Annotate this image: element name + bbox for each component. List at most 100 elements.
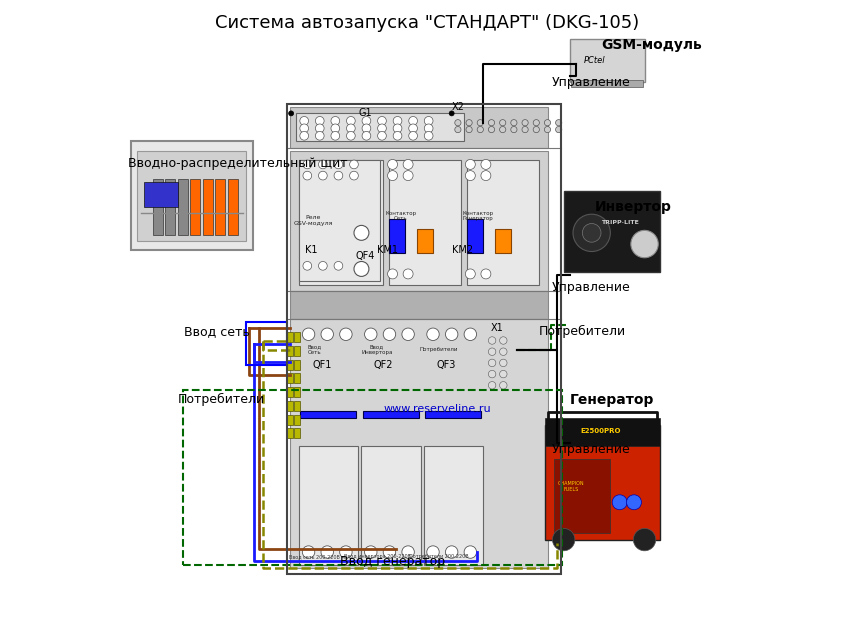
Text: QF3: QF3 (436, 361, 456, 371)
Text: Ввод
Инвертора: Ввод Инвертора (361, 344, 393, 355)
Circle shape (511, 126, 517, 132)
Text: QF1: QF1 (313, 361, 333, 371)
Bar (178, 179, 188, 235)
Circle shape (545, 119, 551, 126)
Bar (363, 411, 418, 418)
Bar (294, 428, 301, 438)
Circle shape (522, 119, 528, 126)
Text: Ввод
Сеть: Ввод Сеть (307, 344, 322, 355)
Text: PCtel: PCtel (584, 56, 605, 65)
Text: Ввод инвертора 200-220В: Ввод инвертора 200-220В (344, 554, 410, 559)
Bar (545, 418, 660, 446)
Circle shape (350, 160, 359, 169)
Bar (191, 179, 200, 235)
Circle shape (362, 124, 371, 132)
Circle shape (321, 328, 333, 341)
Circle shape (427, 328, 439, 341)
Text: X2: X2 (452, 102, 464, 112)
Circle shape (315, 131, 324, 140)
Circle shape (533, 119, 540, 126)
Circle shape (488, 348, 496, 356)
Bar (287, 414, 293, 424)
Circle shape (500, 337, 507, 344)
Bar (572, 80, 643, 88)
Bar (294, 360, 301, 370)
Circle shape (533, 126, 540, 132)
Bar (570, 39, 644, 82)
Circle shape (424, 124, 433, 132)
Circle shape (449, 111, 454, 116)
Text: Инвертор: Инвертор (595, 200, 672, 214)
Circle shape (384, 328, 396, 341)
Circle shape (424, 131, 433, 140)
Text: TRIPP·LITE: TRIPP·LITE (601, 220, 638, 225)
Bar (287, 387, 293, 397)
Circle shape (445, 328, 458, 341)
Circle shape (522, 126, 528, 132)
Circle shape (424, 116, 433, 125)
Text: QF4: QF4 (355, 251, 375, 261)
Text: Контактор
Сеть: Контактор Сеть (385, 211, 417, 221)
Bar (468, 219, 482, 253)
Bar (203, 179, 213, 235)
Bar (425, 411, 481, 418)
Text: Управление: Управление (552, 443, 630, 456)
Circle shape (466, 126, 472, 132)
Circle shape (488, 337, 496, 344)
Circle shape (511, 119, 517, 126)
Circle shape (488, 359, 496, 367)
Bar (423, 446, 482, 564)
Bar (300, 160, 384, 284)
Bar (246, 322, 287, 366)
Bar (287, 104, 560, 574)
Circle shape (331, 131, 339, 140)
Text: Ввод сеть: Ввод сеть (184, 324, 250, 338)
Bar (300, 446, 359, 564)
Circle shape (612, 495, 627, 510)
Circle shape (393, 131, 402, 140)
Bar (294, 346, 301, 356)
Circle shape (303, 261, 312, 270)
Circle shape (365, 328, 377, 341)
Circle shape (315, 124, 324, 132)
Bar (287, 401, 293, 411)
Circle shape (300, 131, 308, 140)
Circle shape (455, 119, 461, 126)
Bar (290, 291, 548, 319)
Circle shape (388, 159, 397, 169)
Bar (228, 179, 237, 235)
Bar (287, 346, 293, 356)
Text: Ввод сеть 200-220В: Ввод сеть 200-220В (289, 554, 340, 559)
Circle shape (626, 495, 642, 510)
Circle shape (404, 171, 413, 181)
Text: Управление: Управление (552, 76, 630, 89)
Circle shape (378, 131, 386, 140)
Text: Система автозапуска "СТАНДАРТ" (DKG-105): Система автозапуска "СТАНДАРТ" (DKG-105) (215, 14, 639, 32)
Circle shape (393, 116, 402, 125)
Text: Контактор
Генератор: Контактор Генератор (462, 211, 494, 221)
Circle shape (402, 546, 414, 558)
Circle shape (303, 160, 312, 169)
Circle shape (319, 261, 327, 270)
Circle shape (500, 359, 507, 367)
Circle shape (302, 328, 314, 341)
Bar (294, 414, 301, 424)
Bar (287, 374, 293, 383)
Text: Потребители: Потребители (539, 324, 626, 338)
Text: GSM-модуль: GSM-модуль (601, 38, 701, 52)
Bar (290, 319, 548, 568)
Circle shape (362, 116, 371, 125)
Circle shape (319, 160, 327, 169)
Circle shape (445, 546, 458, 558)
Circle shape (582, 224, 601, 243)
Bar (290, 107, 548, 148)
Circle shape (339, 328, 352, 341)
Circle shape (553, 528, 575, 551)
Text: Потребители: Потребители (178, 393, 265, 406)
Circle shape (488, 371, 496, 378)
Circle shape (477, 119, 483, 126)
Circle shape (315, 116, 324, 125)
Bar (564, 191, 660, 272)
Bar (300, 160, 380, 281)
Bar (361, 446, 421, 564)
